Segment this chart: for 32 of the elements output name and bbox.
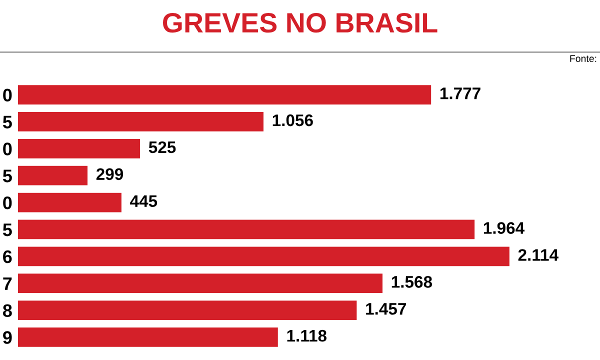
y-tick-label: 0 (3, 88, 12, 102)
data-label: 1.118 (287, 330, 327, 342)
bar (18, 166, 88, 186)
bar (18, 328, 278, 347)
data-label: 1.777 (440, 88, 480, 100)
bar (18, 112, 264, 132)
bar (18, 85, 432, 104)
source-note: Fonte: (570, 55, 596, 62)
y-tick-label: 5 (2, 116, 12, 128)
y-tick-label: 7 (3, 277, 12, 290)
chart-title: GREVES NO BRASIL (163, 12, 438, 33)
data-label: 1.056 (272, 114, 313, 126)
y-tick-label: 9 (3, 331, 12, 344)
bar (18, 274, 383, 294)
data-label: 525 (148, 141, 176, 154)
y-tick-label: 5 (2, 224, 12, 236)
y-tick-label: 6 (3, 250, 12, 264)
bar (18, 246, 510, 266)
data-label: 1.964 (484, 222, 525, 234)
y-tick-label: 8 (2, 304, 12, 317)
data-label: 1.568 (392, 276, 432, 288)
y-tick-label: 0 (3, 142, 12, 156)
bar (18, 192, 122, 212)
data-label: 299 (96, 168, 124, 180)
data-label: 1.457 (366, 303, 406, 315)
y-tick-label: 5 (2, 170, 12, 182)
data-label: 2.114 (518, 249, 558, 261)
bar (18, 220, 475, 240)
data-label: 445 (130, 195, 158, 208)
bar (18, 138, 140, 158)
y-tick-label: 0 (3, 196, 12, 210)
bar (18, 300, 357, 320)
